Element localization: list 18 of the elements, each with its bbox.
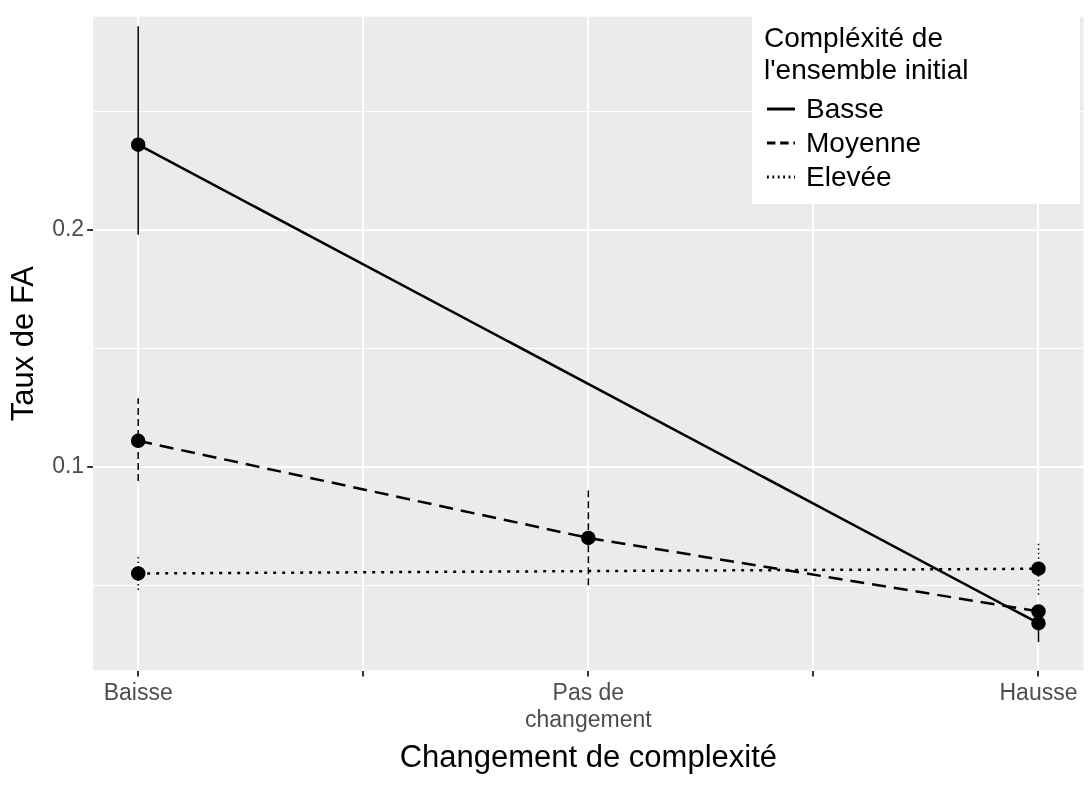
legend-title: Compléxité de l'ensemble initial (764, 22, 970, 86)
point (1031, 604, 1046, 619)
point (130, 137, 146, 152)
y-tick-label: 0.1 (52, 452, 85, 479)
point (581, 530, 596, 546)
legend-label: Elevée (806, 161, 892, 193)
y-tick-label: 0.2 (52, 215, 85, 242)
x-tick-label: Pas de changement (525, 678, 653, 733)
point (1031, 615, 1046, 631)
x-tick-label: Hausse (999, 678, 1078, 705)
x-axis-title: Changement de complexité (399, 738, 778, 774)
y-axis-title: Taux de FA (5, 265, 41, 422)
point (130, 433, 146, 449)
legend-label: Moyenne (806, 127, 922, 159)
x-tick-label: Baisse (103, 678, 173, 705)
legend-label: Basse (806, 93, 884, 125)
point (130, 566, 146, 581)
point (1031, 561, 1046, 576)
